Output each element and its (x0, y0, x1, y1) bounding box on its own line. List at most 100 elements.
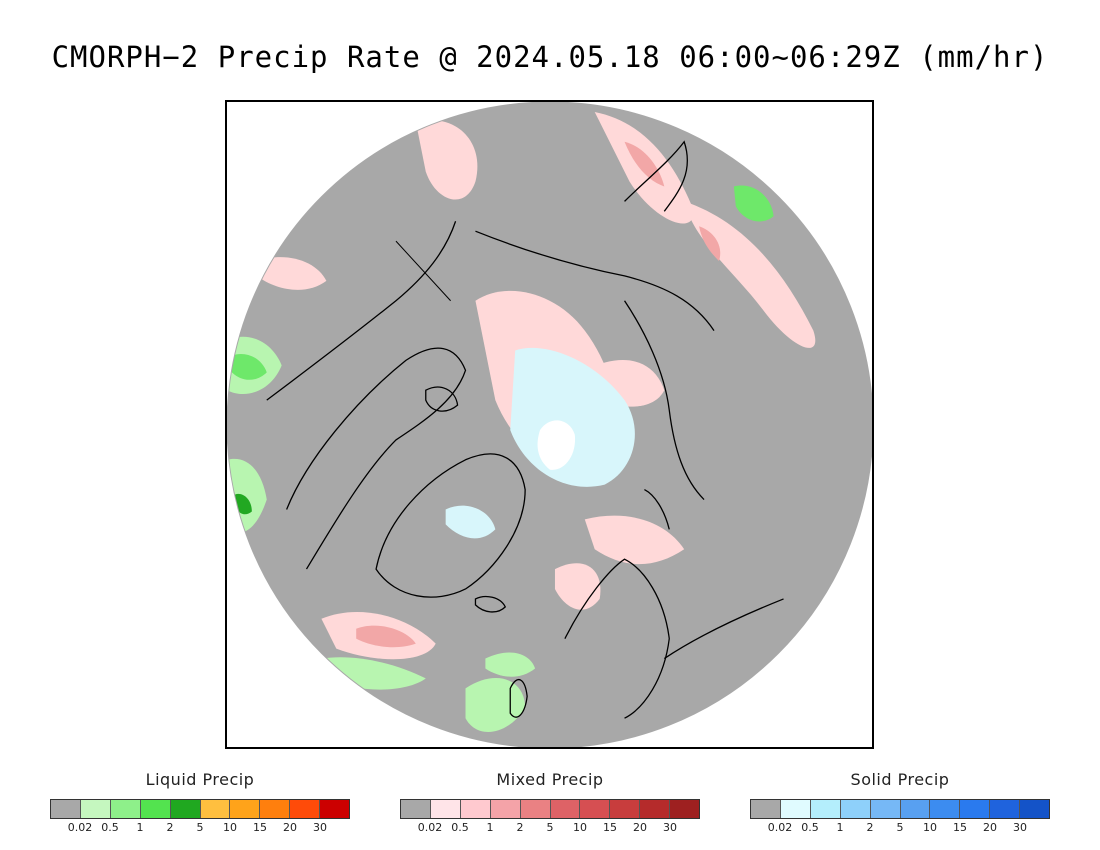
coastline-siberia-north (623, 300, 705, 500)
solid-tick: 1 (836, 821, 844, 834)
liquid-tick: 5 (196, 821, 204, 834)
polar-precip-map (227, 102, 872, 747)
legend-mixed-title: Mixed Precip (496, 770, 604, 789)
liquid-tick: 10 (223, 821, 237, 834)
mixed-band-north-pacific (415, 119, 478, 200)
coastline-europe-east (663, 598, 784, 660)
mixed-swatch (490, 800, 521, 818)
mixed-tick: 20 (633, 821, 647, 834)
mixed-swatch (401, 800, 431, 818)
liquid-tick: 20 (283, 821, 297, 834)
mixed-tick: 0.5 (451, 821, 469, 834)
coastline-uk (509, 678, 528, 718)
liquid-area-alaska-core (231, 353, 267, 380)
liquid-swatch (51, 800, 81, 818)
legend-mixed-ticks: 0.02 0.5 1 2 5 10 15 20 30 (400, 819, 700, 834)
solid-area-pole (537, 420, 576, 470)
liquid-swatch (320, 800, 350, 818)
liquid-swatch (170, 800, 201, 818)
mixed-swatch (580, 800, 611, 818)
solid-tick: 5 (896, 821, 904, 834)
mixed-swatch (640, 800, 671, 818)
coastline-canada (286, 347, 467, 570)
solid-swatch (960, 800, 991, 818)
mixed-swatch (610, 800, 641, 818)
coastline-greenland (375, 453, 526, 598)
mixed-core-pacific (624, 141, 665, 187)
coastline-scandinavia (564, 558, 670, 719)
liquid-swatch (260, 800, 291, 818)
mixed-tick: 1 (486, 821, 494, 834)
legend-liquid-ticks: 0.02 0.5 1 2 5 10 15 20 30 (50, 819, 350, 834)
mixed-tick: 0.02 (417, 821, 443, 834)
mixed-core-kamchatka (699, 226, 721, 262)
solid-tick: 15 (953, 821, 967, 834)
liquid-swatch (200, 800, 231, 818)
liquid-swatch (110, 800, 141, 818)
mixed-tick: 10 (573, 821, 587, 834)
liquid-swatch (80, 800, 111, 818)
liquid-swatch (230, 800, 261, 818)
mixed-swatch (550, 800, 581, 818)
map-title: CMORPH−2 Precip Rate @ 2024.05.18 06:00~… (51, 40, 1049, 74)
liquid-area-europe (485, 652, 536, 677)
mixed-tick: 5 (546, 821, 554, 834)
coastline-iceland (474, 595, 507, 613)
legend-solid-ticks: 0.02 0.5 1 2 5 10 15 20 30 (750, 819, 1050, 834)
liquid-tick: 2 (166, 821, 174, 834)
mixed-swatch (670, 800, 700, 818)
liquid-tick: 30 (313, 821, 327, 834)
legend-liquid-title: Liquid Precip (145, 770, 255, 789)
solid-swatch (780, 800, 811, 818)
solid-swatch (840, 800, 871, 818)
legend-mixed-swatches (400, 799, 700, 819)
liquid-swatch (290, 800, 321, 818)
solid-tick: 10 (923, 821, 937, 834)
map-frame (225, 100, 874, 749)
solid-tick: 0.5 (801, 821, 819, 834)
solid-swatch (870, 800, 901, 818)
solid-swatch (900, 800, 931, 818)
coastline-siberia-east (475, 230, 715, 331)
liquid-tick: 0.5 (101, 821, 119, 834)
legend-solid-swatches (750, 799, 1050, 819)
legend-solid-title: Solid Precip (850, 770, 950, 789)
coastline-kamchatka (624, 140, 688, 212)
legend-solid: Solid Precip 0.02 0.5 1 2 5 10 15 20 30 (750, 770, 1050, 834)
mixed-band-barents (584, 515, 685, 565)
coastlines (266, 140, 784, 719)
coastline-novaya-zemlya (644, 489, 670, 530)
solid-swatch (990, 800, 1021, 818)
solid-swatch (930, 800, 961, 818)
solid-swatch (751, 800, 781, 818)
coastline-arctic-islands (425, 386, 459, 412)
coastline-alaska (266, 221, 457, 401)
legend-liquid: Liquid Precip 0.02 0.5 1 2 5 10 15 20 30 (50, 770, 350, 834)
solid-precip-areas (445, 347, 635, 539)
mixed-tick: 15 (603, 821, 617, 834)
mixed-band-alaska (256, 257, 327, 290)
legend-mixed: Mixed Precip 0.02 0.5 1 2 5 10 15 20 30 (400, 770, 700, 834)
mixed-core-atlantic (356, 625, 416, 648)
mixed-tick: 30 (663, 821, 677, 834)
legend-liquid-swatches (50, 799, 350, 819)
mixed-swatch (460, 800, 491, 818)
solid-tick: 20 (983, 821, 997, 834)
liquid-tick: 0.02 (67, 821, 93, 834)
solid-tick: 0.02 (767, 821, 793, 834)
mixed-band-kamchatka (684, 201, 816, 348)
liquid-tick: 15 (253, 821, 267, 834)
solid-swatch (1020, 800, 1050, 818)
mixed-swatch (430, 800, 461, 818)
solid-area-greenland (445, 505, 496, 539)
mixed-tick: 2 (516, 821, 524, 834)
solid-tick: 2 (866, 821, 874, 834)
solid-swatch (810, 800, 841, 818)
liquid-tick: 1 (136, 821, 144, 834)
mixed-swatch (520, 800, 551, 818)
solid-tick: 30 (1013, 821, 1027, 834)
liquid-area-pacific-core (234, 493, 252, 515)
liquid-swatch (140, 800, 171, 818)
border-alaska-canada (395, 240, 451, 302)
liquid-area-kamchatka (733, 185, 774, 222)
